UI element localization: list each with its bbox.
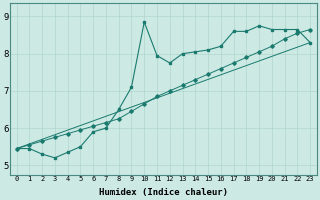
X-axis label: Humidex (Indice chaleur): Humidex (Indice chaleur) [99,188,228,197]
